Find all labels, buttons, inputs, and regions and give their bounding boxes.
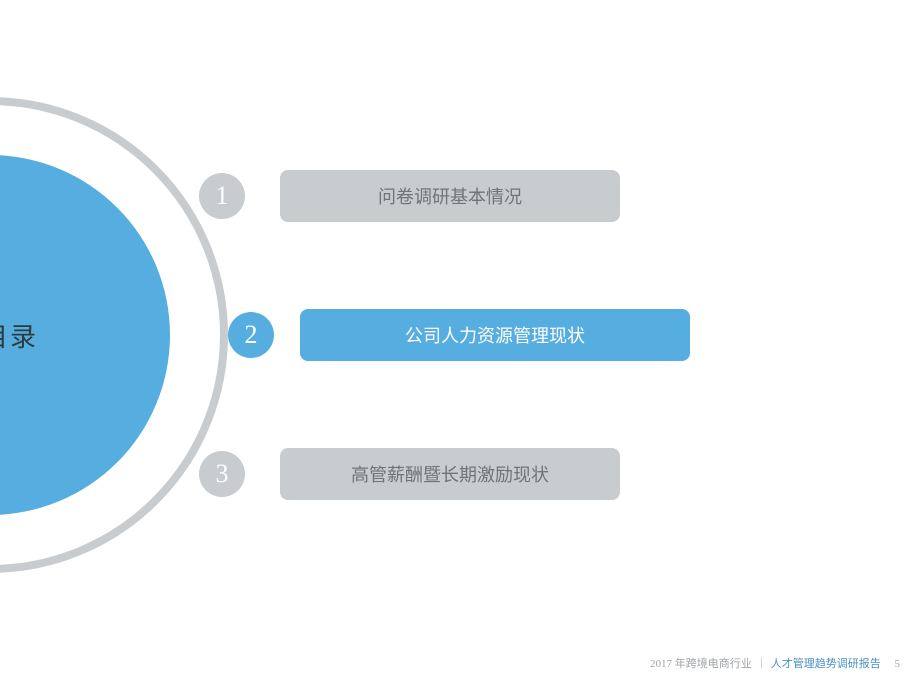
footer: 2017 年跨境电商行业 ｜ 人才管理趋势调研报告 5 [650,655,900,671]
footer-separator: ｜ [756,658,767,670]
toc-item-2-active: 公司人力资源管理现状 [300,309,690,361]
toc-title: 目录 [0,317,38,354]
footer-right: 人才管理趋势调研报告 [771,658,881,670]
toc-item-3: 高管薪酬暨长期激励现状 [280,448,620,500]
toc-number-1: 1 [199,173,245,219]
toc-number-2: 2 [228,312,274,358]
toc-number-3: 3 [199,451,245,497]
page-number: 5 [895,658,901,670]
toc-item-1: 问卷调研基本情况 [280,170,620,222]
footer-left: 2017 年跨境电商行业 [650,658,752,670]
slide-stage: 目录 1 问卷调研基本情况 2 公司人力资源管理现状 3 高管薪酬暨长期激励现状… [0,0,920,690]
